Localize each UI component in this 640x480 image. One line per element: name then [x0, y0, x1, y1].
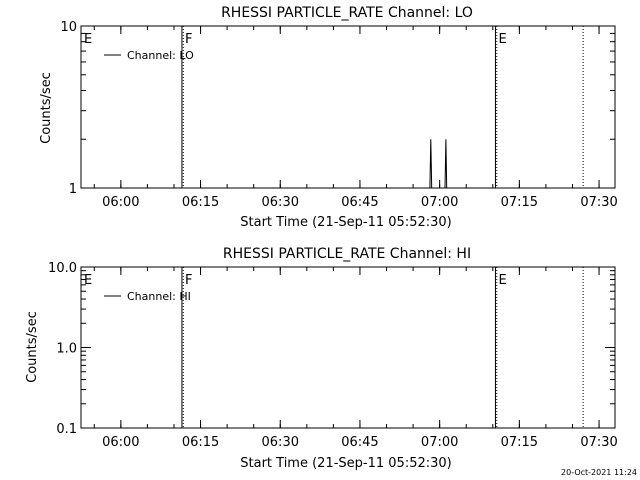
hi-chart-marks: 06:00 06:15 06:30 06:45 07:00 07:15 07:30 0.1 1.…	[48, 261, 618, 450]
lo-y-axis-label: Counts/sec	[39, 72, 54, 144]
lo-x-axis-label: Start Time (21-Sep-11 05:52:30)	[240, 215, 451, 230]
lo-x-tick-label: 07:30	[580, 195, 617, 210]
hi-y-tick-label: 0.1	[56, 422, 77, 437]
lo-event-marker-label: F	[185, 32, 192, 47]
hi-y-tick-label: 10.0	[48, 261, 77, 276]
hi-x-tick-label: 07:00	[421, 435, 458, 450]
hi-event-marker-label: E	[84, 273, 92, 288]
lo-y-tick-label: 1	[69, 182, 77, 197]
hi-x-tick-label: 06:45	[341, 435, 378, 450]
lo-event-marker-label: E	[498, 32, 506, 47]
lo-x-tick-label: 07:00	[421, 195, 458, 210]
hi-panel-title: RHESSI PARTICLE_RATE Channel: HI	[223, 246, 471, 262]
hi-event-marker-label: E	[498, 273, 506, 288]
lo-panel-title: RHESSI PARTICLE_RATE Channel: LO	[221, 5, 473, 21]
hi-legend-label: Channel: HI	[127, 290, 191, 303]
lo-channel-panel: RHESSI PARTICLE_RATE Channel: LO Counts/…	[39, 5, 618, 230]
lo-series-line	[429, 139, 448, 189]
hi-y-tick-label: 1.0	[56, 342, 77, 357]
lo-x-tick-label: 06:45	[341, 195, 378, 210]
hi-x-tick-label: 07:15	[501, 435, 538, 450]
hi-event-marker-label: F	[185, 273, 192, 288]
hi-x-tick-label: 07:30	[580, 435, 617, 450]
hi-x-tick-label: 06:15	[182, 435, 219, 450]
lo-event-marker-label: E	[84, 32, 92, 47]
lo-x-tick-label: 06:15	[182, 195, 219, 210]
lo-x-tick-label: 06:00	[102, 195, 139, 210]
lo-chart-marks: 06:00 06:15 06:30 06:45 07:00 07:15 07:30 1 10 E F…	[60, 20, 617, 210]
hi-channel-panel: RHESSI PARTICLE_RATE Channel: HI Counts/…	[25, 246, 618, 471]
lo-y-tick-label: 10	[60, 20, 77, 35]
hi-x-tick-label: 06:30	[262, 435, 299, 450]
hi-x-axis-label: Start Time (21-Sep-11 05:52:30)	[240, 456, 451, 471]
lo-x-tick-label: 07:15	[501, 195, 538, 210]
hi-x-tick-label: 06:00	[102, 435, 139, 450]
generation-timestamp: 20-Oct-2021 11:24	[561, 468, 637, 477]
lo-legend-label: Channel: LO	[127, 49, 194, 62]
lo-x-tick-label: 06:30	[262, 195, 299, 210]
hi-y-axis-label: Counts/sec	[25, 311, 40, 383]
